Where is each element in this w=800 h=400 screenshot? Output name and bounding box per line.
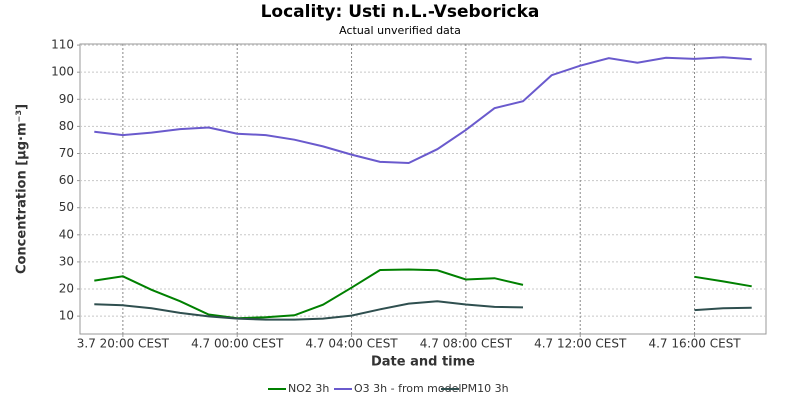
y-axis-label: Concentration [µg·m⁻³] bbox=[15, 104, 30, 274]
y-tick-label: 50 bbox=[59, 200, 74, 214]
plot-area bbox=[79, 43, 767, 335]
line bbox=[94, 56, 752, 165]
line bbox=[94, 300, 752, 321]
x-tick-label: 4.7 12:00 CEST bbox=[534, 337, 627, 351]
x-tick-label: 3.7 20:00 CEST bbox=[77, 337, 170, 351]
y-tick-label: 70 bbox=[59, 146, 74, 160]
line bbox=[94, 268, 752, 320]
y-tick-label: 30 bbox=[59, 254, 74, 268]
y-tick-label: 40 bbox=[59, 227, 74, 241]
x-tick-label: 4.7 08:00 CEST bbox=[420, 337, 513, 351]
chart-title: Locality: Usti n.L.-Vseboricka bbox=[261, 2, 540, 22]
legend-label: O3 3h - from model bbox=[354, 382, 461, 395]
y-tick-label: 80 bbox=[59, 119, 74, 133]
x-axis-label: Date and time bbox=[371, 355, 475, 370]
y-tick-label: 110 bbox=[51, 38, 74, 52]
y-tick-label: 60 bbox=[59, 173, 74, 187]
x-tick-label: 4.7 04:00 CEST bbox=[305, 337, 398, 351]
y-tick-label: 100 bbox=[51, 65, 74, 79]
chart-subtitle: Actual unverified data bbox=[339, 24, 461, 37]
y-tick-label: 20 bbox=[59, 282, 74, 296]
legend-label: NO2 3h bbox=[288, 382, 329, 395]
x-tick-label: 4.7 16:00 CEST bbox=[648, 337, 741, 351]
y-tick-label: 90 bbox=[59, 92, 74, 106]
legend-label: PM10 3h bbox=[461, 382, 509, 395]
x-tick-label: 4.7 00:00 CEST bbox=[191, 337, 284, 351]
y-tick-label: 10 bbox=[59, 309, 74, 323]
